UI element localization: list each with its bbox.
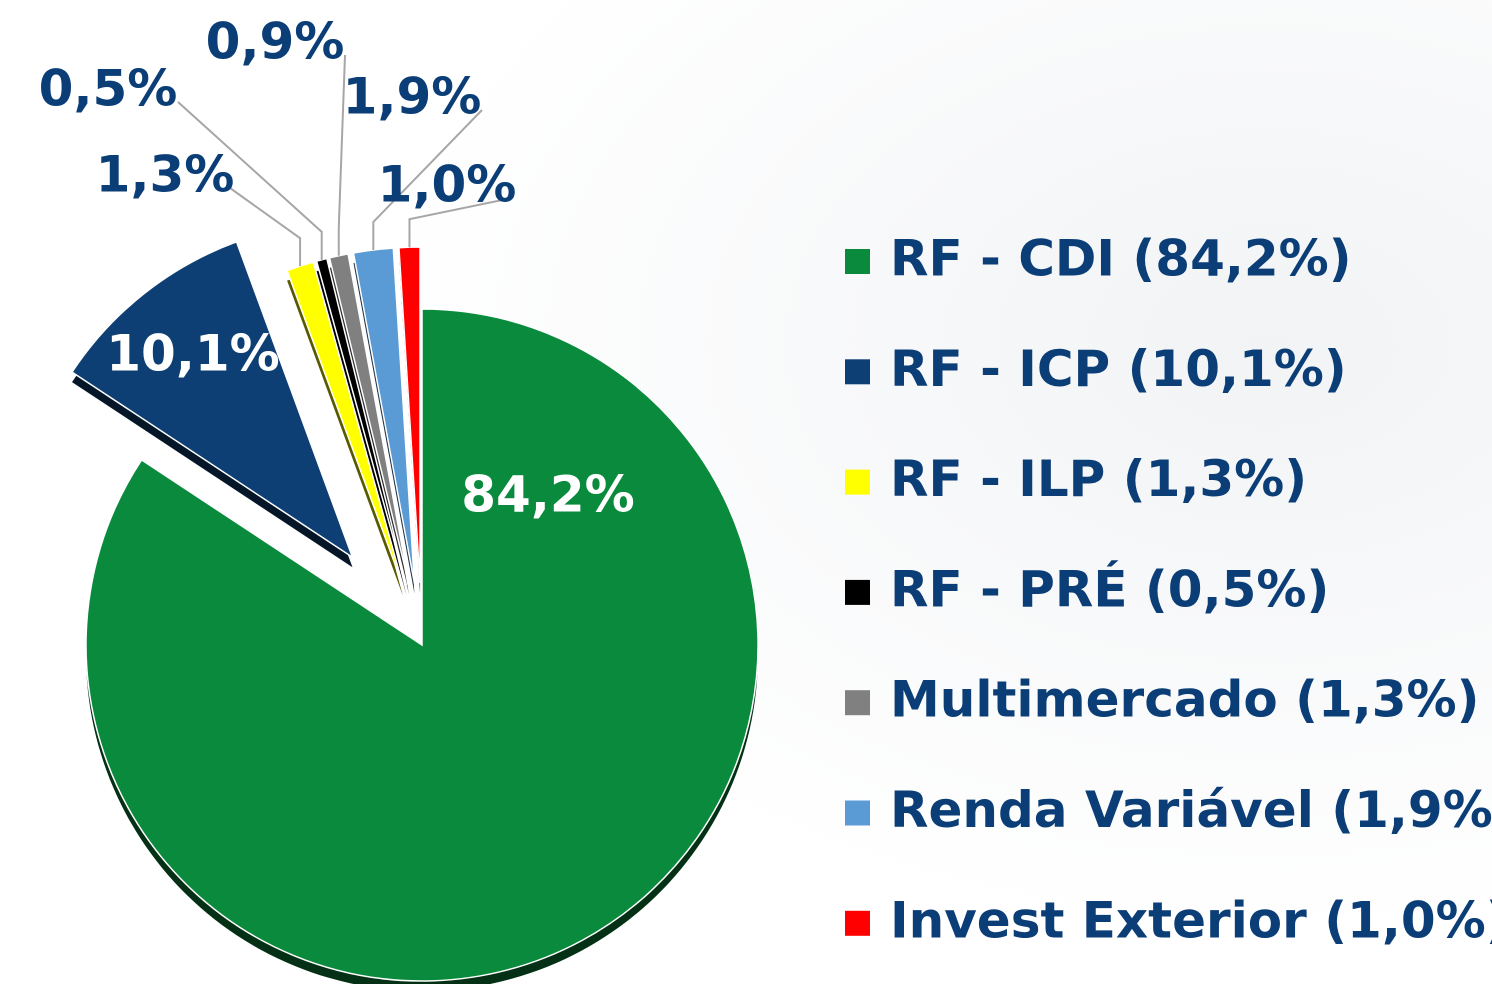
slice-shadow xyxy=(316,268,407,596)
legend-swatch xyxy=(845,800,870,826)
leader-line xyxy=(408,197,513,248)
slice xyxy=(398,246,421,584)
legend-swatch xyxy=(845,469,870,495)
data-label: 0,5% xyxy=(39,60,178,118)
slice xyxy=(315,257,408,586)
slice xyxy=(286,261,404,587)
legend-swatch xyxy=(845,910,870,936)
leader-line xyxy=(177,101,323,260)
legend-swatch xyxy=(845,690,870,716)
slice xyxy=(70,240,354,560)
legend-swatch xyxy=(845,579,870,605)
data-label: 84,2% xyxy=(461,466,634,524)
leader-line xyxy=(372,109,483,250)
leader-line xyxy=(229,187,302,267)
legend-label: RF - ILP (1,3%) xyxy=(890,450,1307,508)
data-label: 1,9% xyxy=(343,68,482,126)
legend-label: RF - CDI (84,2%) xyxy=(890,230,1352,288)
leader-line xyxy=(337,54,346,256)
slice xyxy=(85,308,759,982)
data-label: 1,3% xyxy=(96,146,235,204)
data-label: 10,1% xyxy=(106,325,279,383)
slice-shadow xyxy=(287,272,404,596)
legend-label: Invest Exterior (1,0%) xyxy=(890,891,1492,949)
data-label: 0,9% xyxy=(206,13,345,71)
data-label: 1,0% xyxy=(378,156,517,214)
legend-swatch xyxy=(845,249,870,274)
legend-label: RF - PRÉ (0,5%) xyxy=(890,559,1329,618)
legend-swatch xyxy=(845,359,870,385)
legend-label: RF - ICP (10,1%) xyxy=(890,340,1347,398)
legend-label: Renda Variável (1,9%) xyxy=(890,781,1492,839)
slice xyxy=(328,253,410,585)
slice-shadow xyxy=(353,258,415,594)
legend-label: Multimercado (1,3%) xyxy=(890,671,1480,729)
